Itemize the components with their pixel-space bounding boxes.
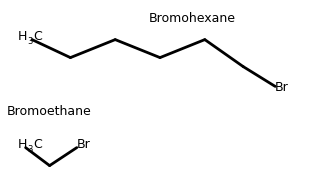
Text: H: H <box>18 138 27 150</box>
Text: Bromohexane: Bromohexane <box>148 12 236 24</box>
Text: C: C <box>34 138 42 150</box>
Text: C: C <box>34 30 42 43</box>
Text: Bromoethane: Bromoethane <box>7 105 92 118</box>
Text: Br: Br <box>77 138 91 150</box>
Text: 3: 3 <box>27 37 33 46</box>
Text: H: H <box>18 30 27 43</box>
Text: Br: Br <box>275 81 289 94</box>
Text: 3: 3 <box>27 145 33 154</box>
